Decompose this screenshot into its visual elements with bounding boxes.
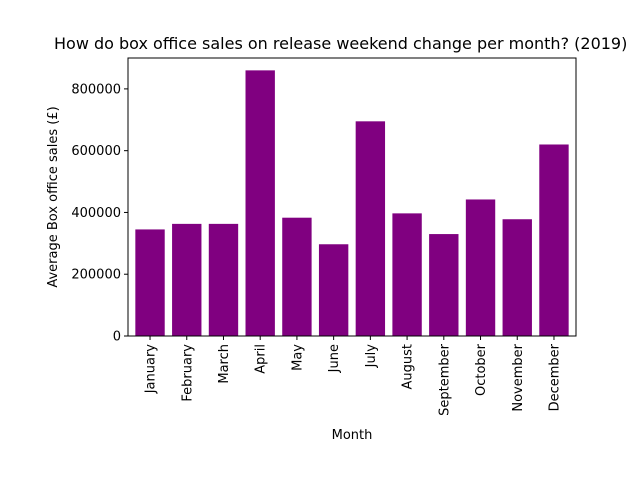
bar-december xyxy=(539,144,569,336)
bar-february xyxy=(172,223,202,336)
y-tick-label: 600000 xyxy=(71,144,121,159)
x-tick-label: April xyxy=(254,344,269,374)
y-tick-label: 0 xyxy=(113,330,121,345)
x-tick-label: February xyxy=(180,344,195,402)
x-tick-label: June xyxy=(327,344,342,373)
y-tick-label: 400000 xyxy=(71,206,121,221)
y-tick-label: 800000 xyxy=(71,82,121,97)
x-axis-label: Month xyxy=(332,428,373,443)
x-tick-label: October xyxy=(474,343,489,396)
x-tick-label: January xyxy=(144,344,159,395)
bar-july xyxy=(355,121,386,336)
y-axis-label: Average Box office sales (£) xyxy=(46,106,61,287)
x-tick-label: December xyxy=(547,343,562,411)
x-tick-label: July xyxy=(364,344,379,369)
bar-august xyxy=(392,213,422,336)
bar-may xyxy=(282,217,312,336)
plot-frame xyxy=(127,57,577,337)
x-tick-label: March xyxy=(217,344,232,384)
bars-layer xyxy=(135,70,569,337)
x-tick-label: September xyxy=(437,343,452,416)
bar-november xyxy=(502,219,532,336)
bar-june xyxy=(318,244,349,336)
axes-layer: January February March April May June July Augu… xyxy=(71,57,577,416)
bar-march xyxy=(208,223,239,336)
bar-october xyxy=(465,199,496,336)
bar-september xyxy=(429,234,459,336)
x-tick-label: August xyxy=(401,344,416,390)
chart-title: How do box office sales on release weeke… xyxy=(54,34,627,53)
x-tick-label: November xyxy=(511,343,526,411)
bar-january xyxy=(135,229,165,336)
x-tick-label: May xyxy=(290,344,305,371)
bar-april xyxy=(245,70,275,337)
y-tick-label: 200000 xyxy=(71,268,121,283)
